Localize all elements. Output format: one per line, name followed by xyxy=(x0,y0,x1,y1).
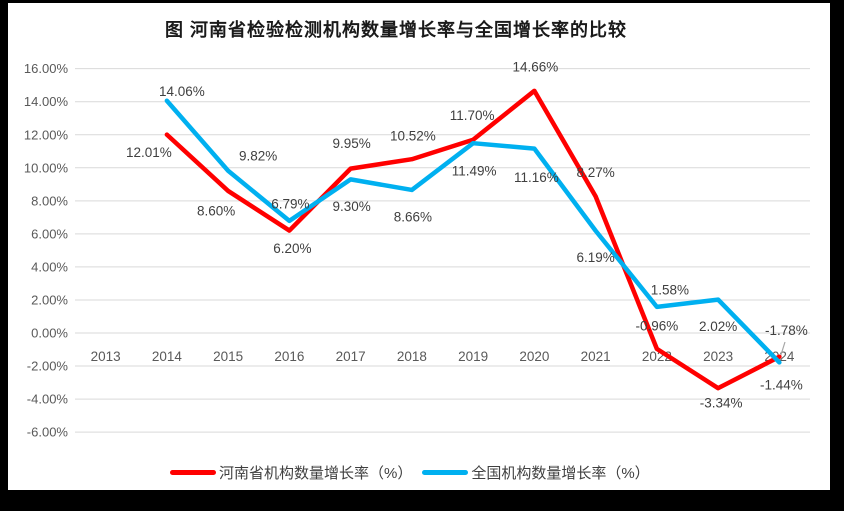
data-label-henan-2022: -0.96% xyxy=(635,318,678,333)
data-label-henan-2017: 9.95% xyxy=(332,136,370,151)
legend-swatch-henan-line xyxy=(170,470,216,475)
chart-panel xyxy=(8,3,830,490)
data-label-national-2016: 6.79% xyxy=(271,196,309,211)
y-axis-tick-label: 10.00% xyxy=(24,160,69,175)
y-axis-tick-label: -4.00% xyxy=(27,392,69,407)
series-line-henan xyxy=(164,88,782,391)
data-label-national-2021: 6.19% xyxy=(576,250,614,265)
data-label-henan-2019: 11.70% xyxy=(450,108,495,123)
series-line-national xyxy=(164,98,782,365)
y-axis-tick-label: 0.00% xyxy=(31,326,68,341)
y-axis-tick-label: 8.00% xyxy=(31,193,68,208)
chart-title: 图 河南省检验检测机构数量增长率与全国增长率的比较 xyxy=(165,20,627,40)
data-label-national-2018: 8.66% xyxy=(394,209,432,224)
data-label-henan-2021: 8.27% xyxy=(576,165,614,180)
data-label-henan-2020: 14.66% xyxy=(512,59,558,74)
data-label-henan-2015: 8.60% xyxy=(197,203,235,218)
x-axis-tick-label: 2015 xyxy=(213,349,243,364)
data-label-national-2019: 11.49% xyxy=(452,164,497,179)
x-axis-tick-label: 2014 xyxy=(152,349,183,364)
data-label-national-2015: 9.82% xyxy=(239,148,277,163)
legend-item-national: 全国机构数量增长率（%） xyxy=(422,462,650,483)
x-axis-tick-label: 2018 xyxy=(397,349,427,364)
y-axis-tick-label: 12.00% xyxy=(24,127,69,142)
data-label-national-2020: 11.16% xyxy=(514,170,559,185)
x-axis-tick-label: 2019 xyxy=(458,349,488,364)
y-axis-tick-label: -2.00% xyxy=(27,359,69,374)
y-axis-tick-label: 4.00% xyxy=(31,259,68,274)
data-label-national-2024: -1.78% xyxy=(765,323,808,338)
legend-swatch-national-line xyxy=(422,470,469,475)
data-label-national-2014: 14.06% xyxy=(159,84,205,99)
data-label-national-2022: 1.58% xyxy=(651,282,689,297)
x-axis-tick-label: 2021 xyxy=(581,349,611,364)
x-axis-tick-label: 2023 xyxy=(703,349,733,364)
y-axis-tick-label: 14.00% xyxy=(24,94,69,109)
x-axis-tick-label: 2016 xyxy=(274,349,304,364)
y-axis-tick-label: 2.00% xyxy=(31,292,68,307)
data-label-henan-2016: 6.20% xyxy=(273,241,311,256)
data-label-henan-2014: 12.01% xyxy=(126,145,172,160)
y-axis-tick-label: 16.00% xyxy=(24,61,69,76)
data-label-henan-2018: 10.52% xyxy=(390,129,436,144)
data-label-henan-2023: -3.34% xyxy=(700,396,743,411)
x-axis-tick-label: 2020 xyxy=(519,349,549,364)
x-axis-tick-label: 2017 xyxy=(336,349,366,364)
x-axis-tick-label: 2013 xyxy=(91,349,121,364)
legend-item-henan: 河南省机构数量增长率（%） xyxy=(170,462,412,483)
data-label-national-2023: 2.02% xyxy=(699,319,737,334)
legend: 河南省机构数量增长率（%） 全国机构数量增长率（%） xyxy=(170,462,650,483)
legend-label-henan: 河南省机构数量增长率（%） xyxy=(219,465,413,482)
y-axis-tick-label: -6.00% xyxy=(27,425,69,440)
data-label-henan-2024: -1.44% xyxy=(760,377,803,392)
legend-label-national: 全国机构数量增长率（%） xyxy=(471,465,650,482)
y-axis-tick-label: 6.00% xyxy=(31,226,68,241)
data-label-national-2017: 9.30% xyxy=(332,199,370,214)
